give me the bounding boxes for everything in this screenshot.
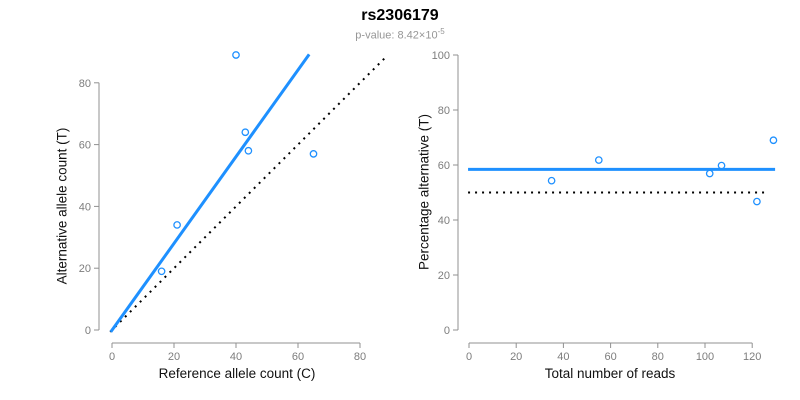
data-point — [173, 221, 181, 229]
x-tick-label: 60 — [292, 351, 304, 363]
data-point — [309, 150, 318, 158]
y-tick-label: 40 — [438, 215, 450, 227]
data-point — [157, 267, 166, 276]
y-tick-label: 60 — [438, 160, 450, 172]
fit-line — [109, 53, 311, 333]
x-tick-label: 0 — [109, 351, 115, 363]
data-point — [753, 197, 761, 206]
y-tick-label: 0 — [85, 325, 91, 337]
y-tick-label: 20 — [438, 270, 450, 282]
reference-line — [109, 55, 388, 333]
x-tick-label: 20 — [168, 351, 180, 363]
y-tick-label: 0 — [444, 325, 450, 337]
data-point — [241, 128, 250, 137]
pvalue-text: p-value: 8.42×10 — [355, 29, 438, 42]
x-tick-label: 60 — [604, 351, 616, 363]
right-plot-xaxis-label: Total number of reads — [544, 366, 676, 381]
y-tick-label: 40 — [79, 201, 91, 213]
pvalue-exponent: -5 — [437, 27, 445, 36]
left-plot-xaxis-label: Reference allele count (C) — [158, 366, 316, 381]
x-tick-label: 40 — [557, 351, 569, 363]
right-plot-yaxis-label: Percentage alternative (T) — [416, 113, 432, 271]
x-tick-label: 20 — [510, 351, 522, 363]
pvalue-subtitle: p-value: 8.42×10-5 — [0, 27, 800, 42]
x-tick-label: 80 — [354, 351, 366, 363]
data-point — [547, 176, 556, 185]
x-tick-label: 100 — [696, 351, 714, 363]
left-plot: 0 20 40 60 80 0 20 40 60 80 — [79, 51, 388, 363]
y-tick-label: 100 — [432, 50, 450, 62]
x-tick-label: 0 — [466, 351, 472, 363]
data-point — [594, 156, 603, 164]
left-plot-yaxis-label: Alternative allele count (T) — [54, 127, 70, 285]
data-point — [244, 146, 253, 155]
right-plot: 0 20 40 60 80 100 120 0 20 40 60 80 100 — [432, 50, 778, 363]
x-tick-label: 80 — [652, 351, 664, 363]
x-tick-label: 40 — [230, 351, 242, 363]
data-point — [769, 136, 778, 145]
data-point — [717, 161, 726, 170]
y-tick-label: 80 — [79, 78, 91, 90]
figure-title: rs2306179 — [361, 7, 439, 24]
y-tick-label: 80 — [438, 105, 450, 117]
data-point — [232, 51, 240, 59]
data-point — [705, 169, 714, 178]
y-tick-label: 60 — [79, 140, 91, 152]
y-tick-label: 20 — [79, 263, 91, 275]
x-tick-label: 120 — [743, 351, 761, 363]
